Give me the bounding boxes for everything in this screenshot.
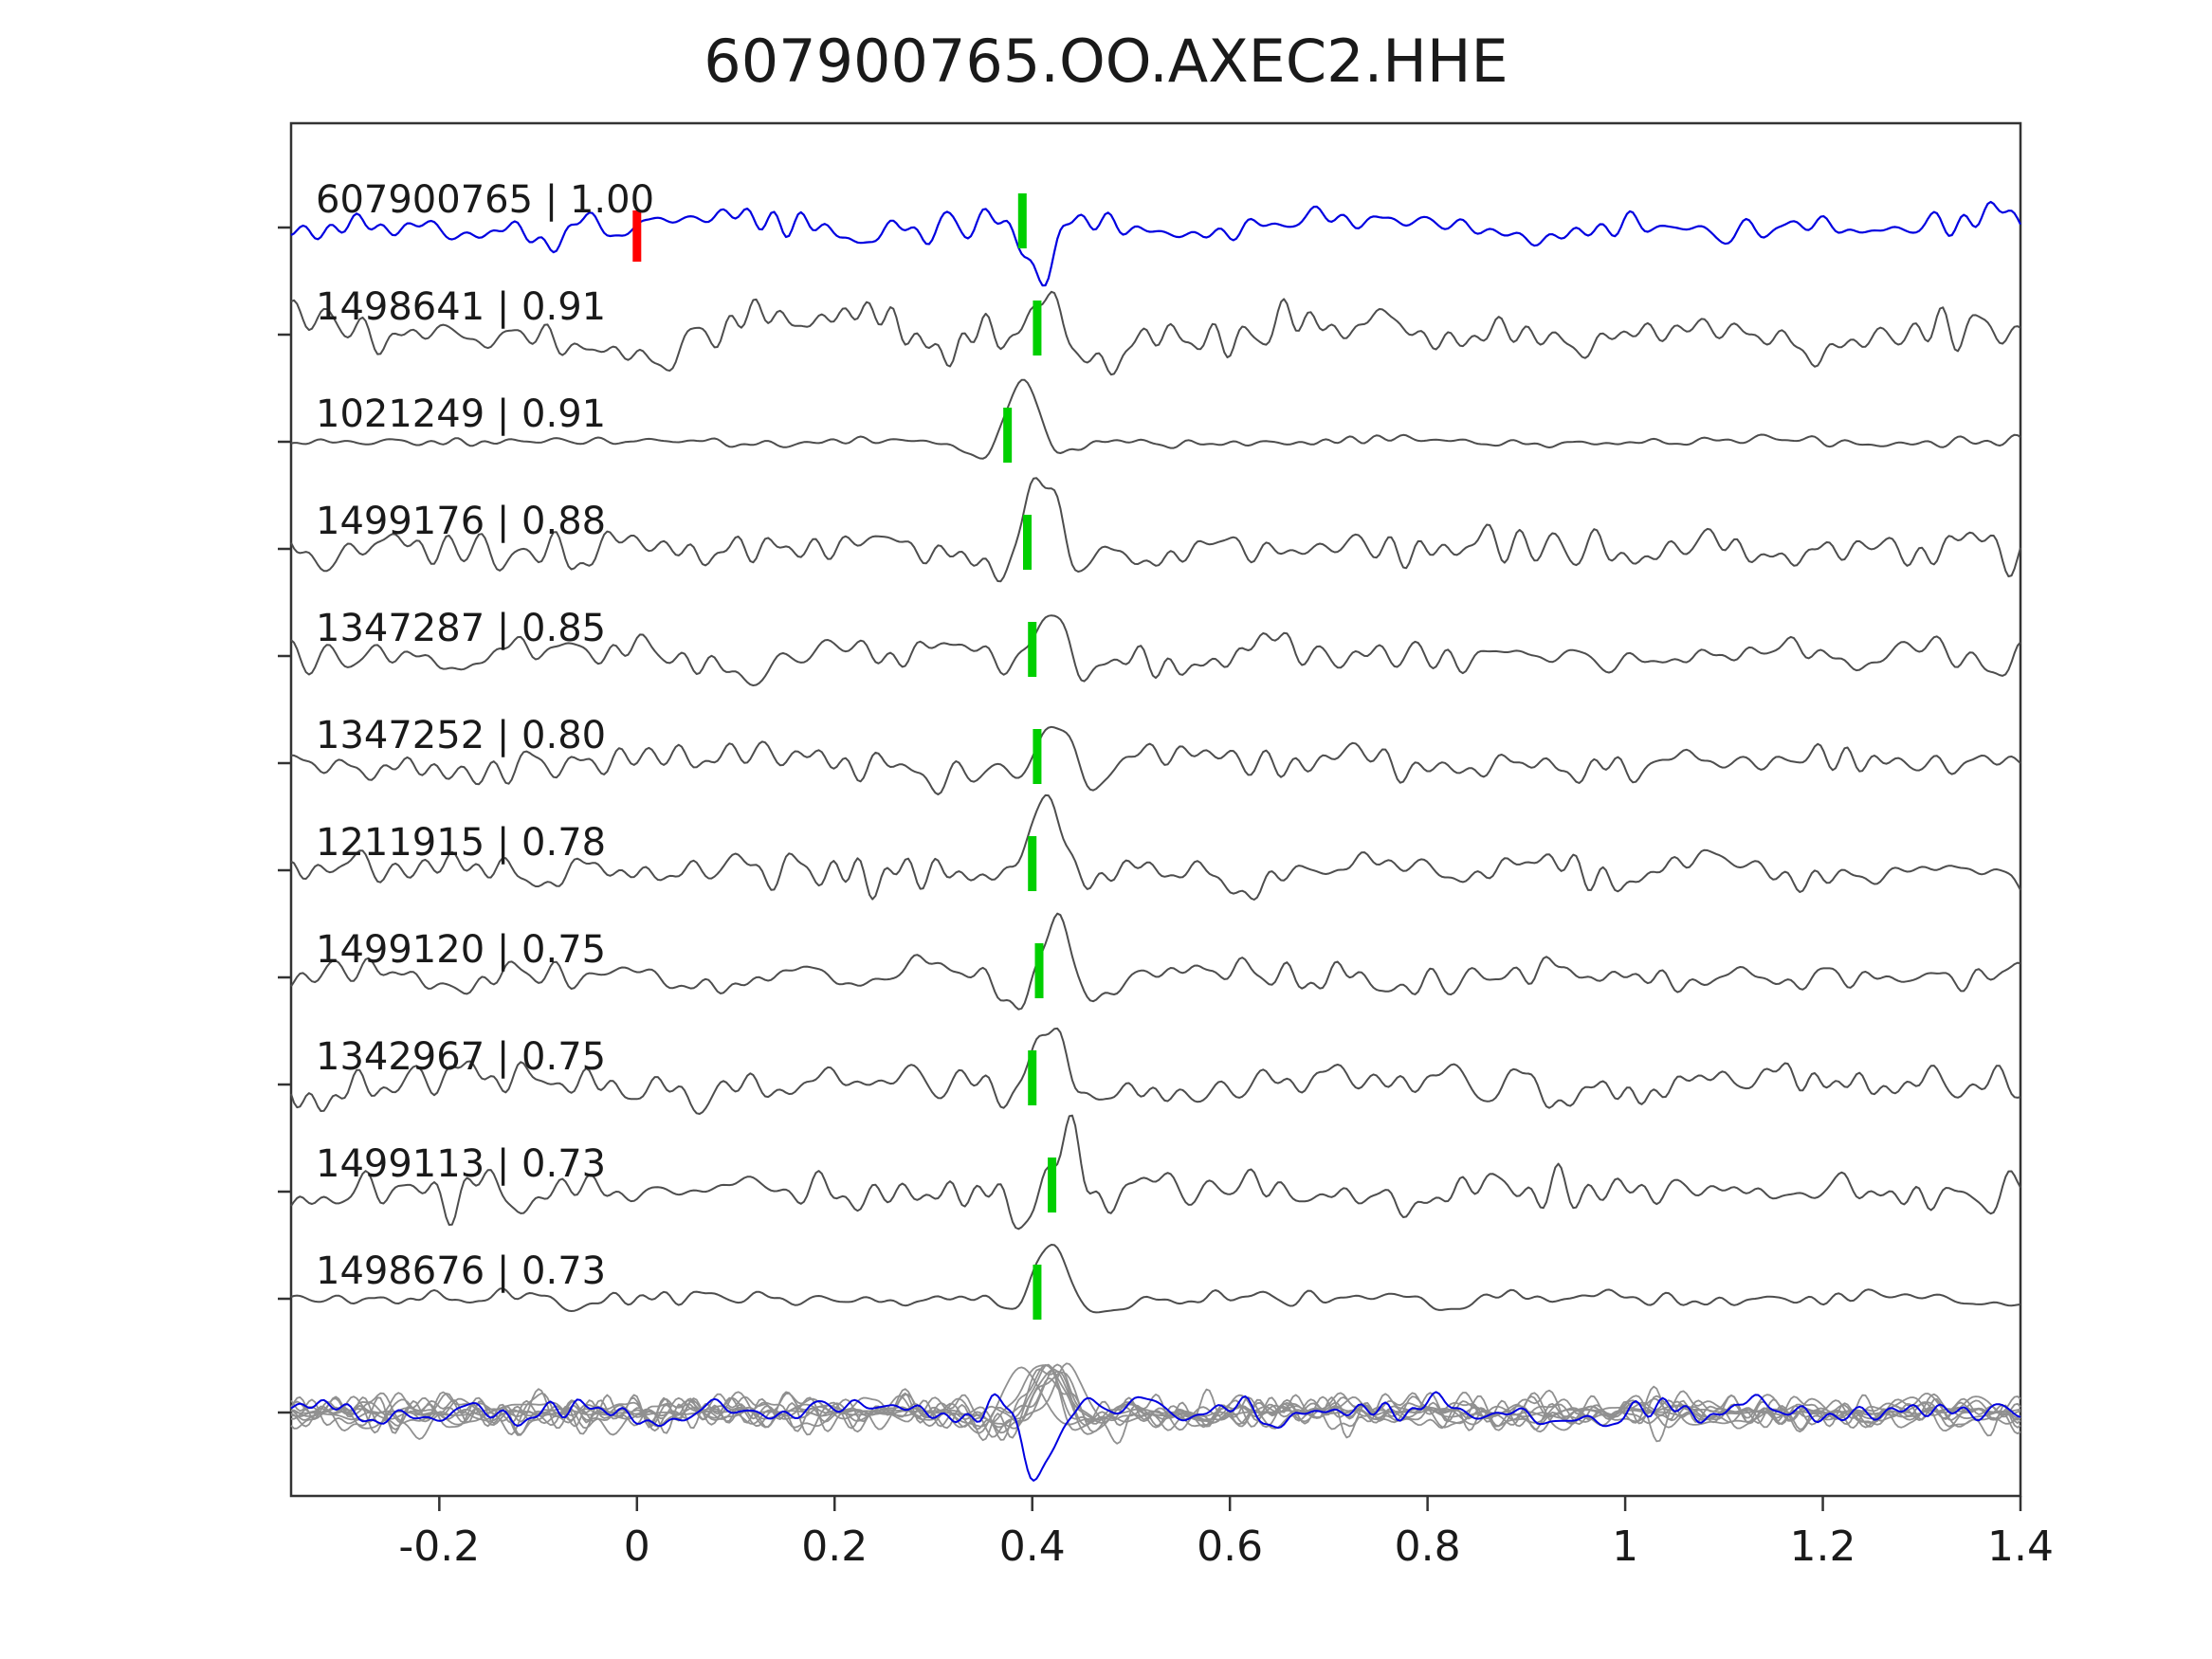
trace-line-1021249 bbox=[290, 378, 2021, 460]
overlay-trace-template bbox=[290, 1391, 2021, 1482]
pick-marker-1021249 bbox=[1003, 408, 1013, 463]
pick-marker-1499113 bbox=[1048, 1158, 1057, 1212]
x-tick-label: 0.2 bbox=[801, 1522, 868, 1571]
trace-line-1342967 bbox=[290, 1027, 2021, 1115]
trace-label-1499120: 1499120 | 0.75 bbox=[316, 928, 606, 972]
pick-marker-1347252 bbox=[1033, 729, 1042, 784]
trace-line-1347252 bbox=[290, 725, 2021, 795]
zero-marker-607900765 bbox=[632, 210, 642, 262]
x-tick-label: 1 bbox=[1612, 1522, 1638, 1571]
trace-label-1021249: 1021249 | 0.91 bbox=[316, 392, 606, 436]
x-tick-label: 0.6 bbox=[1197, 1522, 1263, 1571]
trace-label-607900765: 607900765 | 1.00 bbox=[316, 178, 654, 222]
pick-marker-1498676 bbox=[1033, 1265, 1042, 1320]
trace-line-1499120 bbox=[290, 912, 2021, 1011]
pick-marker-1498641 bbox=[1033, 301, 1042, 356]
overlay-trace-1498641 bbox=[290, 1377, 2021, 1443]
overlay-trace-1498676 bbox=[290, 1368, 2021, 1430]
x-tick-label: 0 bbox=[624, 1522, 650, 1571]
trace-line-1499176 bbox=[290, 477, 2021, 583]
trace-line-1347287 bbox=[290, 614, 2021, 686]
pick-marker-1347287 bbox=[1028, 622, 1037, 677]
plot-title: 607900765.OO.AXEC2.HHE bbox=[704, 27, 1508, 96]
pick-marker-607900765 bbox=[1017, 193, 1027, 248]
x-tick-label: 0.4 bbox=[999, 1522, 1066, 1571]
x-tick-label: 1.2 bbox=[1790, 1522, 1856, 1571]
trace-label-1211915: 1211915 | 0.78 bbox=[316, 821, 606, 865]
pick-marker-1211915 bbox=[1028, 836, 1037, 891]
x-tick-label: 1.4 bbox=[1987, 1522, 2054, 1571]
x-tick-label: 0.8 bbox=[1395, 1522, 1461, 1571]
pick-marker-1499176 bbox=[1023, 515, 1033, 570]
overlay-trace-1499113 bbox=[291, 1362, 2021, 1445]
pick-marker-1342967 bbox=[1028, 1050, 1037, 1105]
pick-marker-1499120 bbox=[1034, 943, 1044, 998]
trace-label-1499176: 1499176 | 0.88 bbox=[316, 500, 606, 543]
trace-line-607900765 bbox=[290, 200, 2021, 287]
trace-label-1498641: 1498641 | 0.91 bbox=[316, 285, 606, 329]
trace-label-1347287: 1347287 | 0.85 bbox=[316, 607, 606, 650]
axes-frame bbox=[289, 121, 2022, 1498]
trace-label-1498676: 1498676 | 0.73 bbox=[316, 1249, 606, 1293]
x-tick-label: -0.2 bbox=[398, 1522, 480, 1571]
trace-label-1342967: 1342967 | 0.75 bbox=[316, 1035, 606, 1079]
trace-line-1499113 bbox=[290, 1114, 2021, 1231]
trace-label-1347252: 1347252 | 0.80 bbox=[316, 714, 606, 757]
trace-label-1499113: 1499113 | 0.73 bbox=[316, 1142, 606, 1186]
trace-line-1498676 bbox=[290, 1244, 2021, 1314]
trace-line-1211915 bbox=[290, 793, 2021, 901]
trace-line-1498641 bbox=[290, 290, 2021, 376]
